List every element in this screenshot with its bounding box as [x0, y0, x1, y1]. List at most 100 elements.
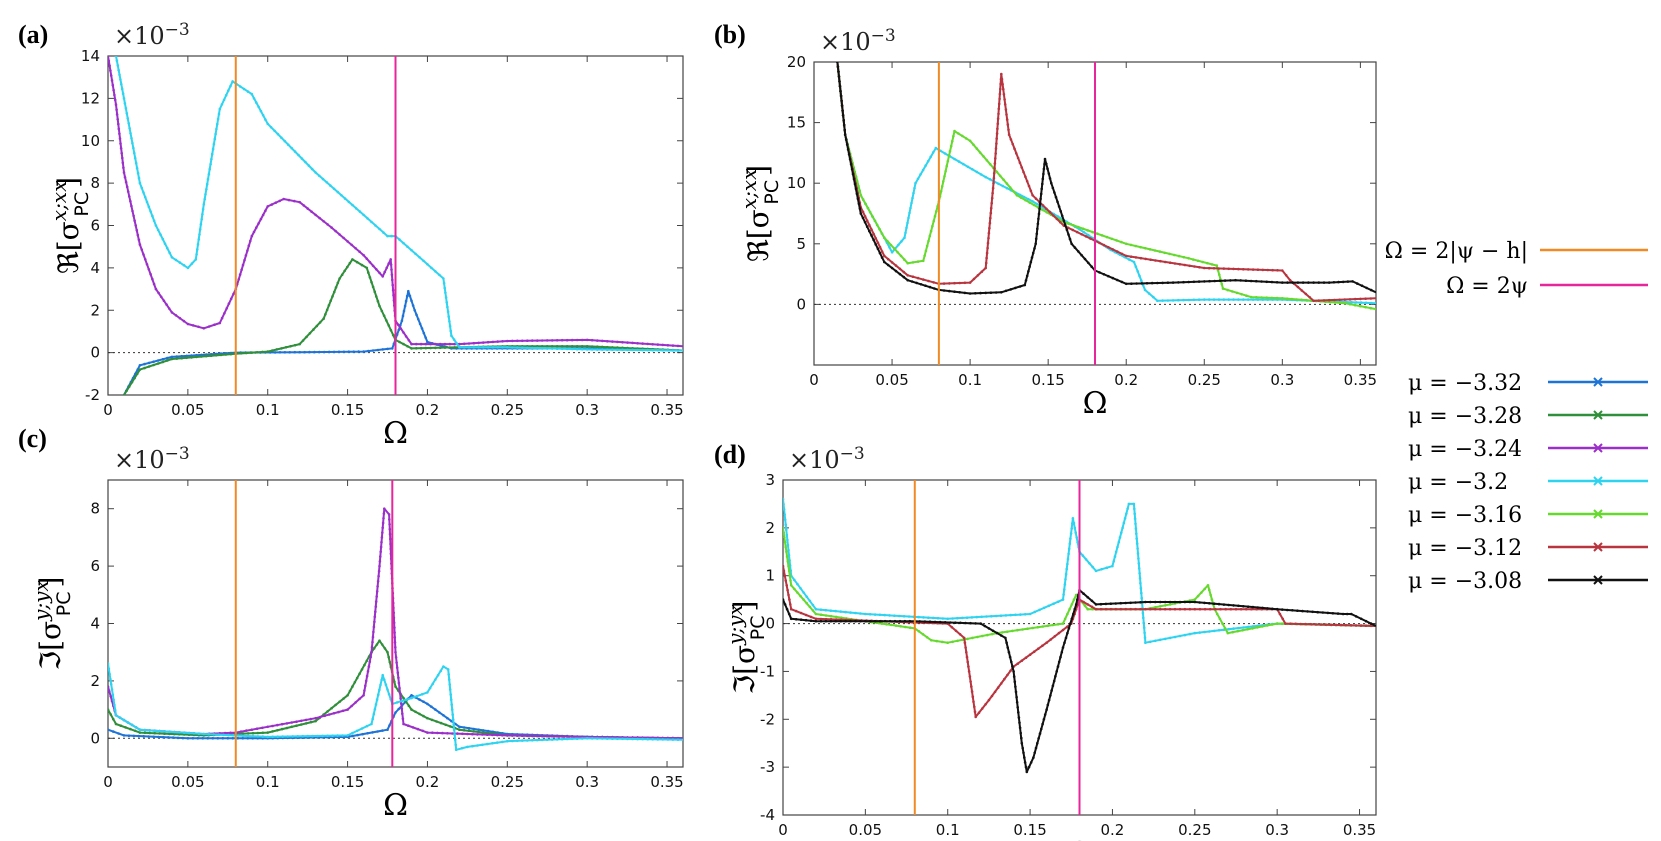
- series-marker: [990, 694, 994, 698]
- series-marker: [154, 224, 158, 227]
- series-marker: [1348, 302, 1352, 306]
- series-marker: [396, 323, 400, 327]
- series-marker: [371, 635, 375, 639]
- series-marker: [1022, 751, 1025, 755]
- series-marker: [261, 350, 264, 354]
- series-marker: [122, 393, 126, 395]
- series-marker: [1032, 650, 1036, 653]
- series-marker: [399, 327, 403, 330]
- series-marker: [1182, 255, 1186, 259]
- series-marker: [389, 542, 392, 546]
- series-marker: [456, 732, 459, 735]
- series-marker: [1034, 242, 1037, 246]
- series-marker: [1000, 72, 1003, 76]
- series-marker: [922, 278, 925, 281]
- series-marker: [117, 68, 120, 72]
- series-marker: [397, 707, 401, 711]
- series-marker: [1143, 288, 1147, 292]
- series-marker: [928, 234, 932, 238]
- series-marker: [929, 229, 933, 233]
- series-marker: [1124, 242, 1128, 246]
- series-marker: [1193, 631, 1197, 635]
- series-marker: [1203, 266, 1206, 270]
- series-marker: [390, 268, 393, 271]
- series-marker: [1048, 177, 1052, 180]
- series-marker: [431, 682, 435, 686]
- series-marker: [200, 355, 203, 358]
- series-marker: [992, 181, 995, 185]
- series-marker: [1192, 258, 1195, 261]
- series-marker: [550, 738, 554, 741]
- series-marker: [1060, 214, 1064, 218]
- series-marker: [472, 727, 476, 731]
- series-marker: [151, 277, 154, 281]
- series-marker: [173, 732, 176, 736]
- series-marker: [190, 354, 193, 357]
- series-marker: [1161, 281, 1164, 285]
- series-marker: [397, 681, 401, 685]
- series-marker: [149, 210, 152, 213]
- chart-panels: (a) ×10−30 0.05 0.1 0.15 0.2 0.25 0.3 0.35-20246…: [18, 20, 1377, 841]
- series-marker: [949, 621, 952, 624]
- series-marker: [111, 693, 115, 696]
- series-marker: [1074, 603, 1078, 606]
- series-marker: [1329, 623, 1332, 627]
- series-marker: [676, 344, 680, 348]
- series-marker: [501, 734, 504, 737]
- series-marker: [438, 346, 442, 350]
- series-marker: [415, 694, 419, 698]
- series-marker: [994, 614, 998, 618]
- series-marker: [1144, 247, 1147, 250]
- series-marker: [903, 258, 906, 261]
- series-marker: [300, 157, 304, 160]
- series-marker: [125, 389, 128, 393]
- series-marker: [1112, 560, 1115, 563]
- series-marker: [953, 290, 956, 294]
- series-marker: [373, 620, 376, 624]
- series-marker: [1219, 607, 1222, 611]
- y-tick-label: 2: [765, 519, 775, 537]
- series-marker: [477, 728, 480, 731]
- series-marker: [861, 210, 865, 214]
- series-marker: [266, 725, 270, 729]
- series-marker: [910, 201, 913, 205]
- series-marker: [985, 615, 988, 618]
- series-marker: [109, 677, 112, 681]
- x-tick-label: 0.2: [416, 401, 440, 419]
- series-marker: [991, 191, 994, 195]
- series-marker: [397, 328, 401, 332]
- series-marker: [446, 716, 449, 720]
- series-marker: [1242, 268, 1245, 271]
- series-marker: [951, 139, 954, 143]
- series-marker: [1113, 555, 1117, 558]
- series-marker: [1091, 230, 1094, 234]
- series-marker: [1023, 756, 1026, 759]
- series-marker: [467, 346, 471, 349]
- series-marker: [1040, 727, 1043, 731]
- series-marker: [990, 615, 993, 618]
- series-marker: [1064, 572, 1068, 576]
- series-marker: [121, 161, 125, 165]
- series-marker: [112, 88, 115, 92]
- series-marker: [949, 144, 953, 148]
- series-marker: [575, 347, 579, 351]
- series-marker: [449, 329, 453, 333]
- series-marker: [1037, 647, 1040, 650]
- series-marker: [1140, 591, 1143, 595]
- series-marker: [536, 339, 539, 342]
- series-marker: [391, 333, 395, 337]
- series-marker: [121, 92, 125, 95]
- series-marker: [872, 238, 875, 242]
- series-marker: [1183, 607, 1187, 611]
- series-marker: [917, 615, 920, 619]
- x-tick-label: 0: [778, 821, 788, 839]
- series-marker: [440, 344, 444, 348]
- series-marker: [324, 313, 327, 316]
- series-marker: [1212, 267, 1216, 270]
- x-tick-label: 0.1: [936, 821, 960, 839]
- y-tick-label: 10: [787, 174, 806, 192]
- series-marker: [1183, 263, 1187, 267]
- series-marker: [1109, 607, 1113, 611]
- series-marker: [861, 198, 865, 201]
- series-marker: [1337, 280, 1340, 284]
